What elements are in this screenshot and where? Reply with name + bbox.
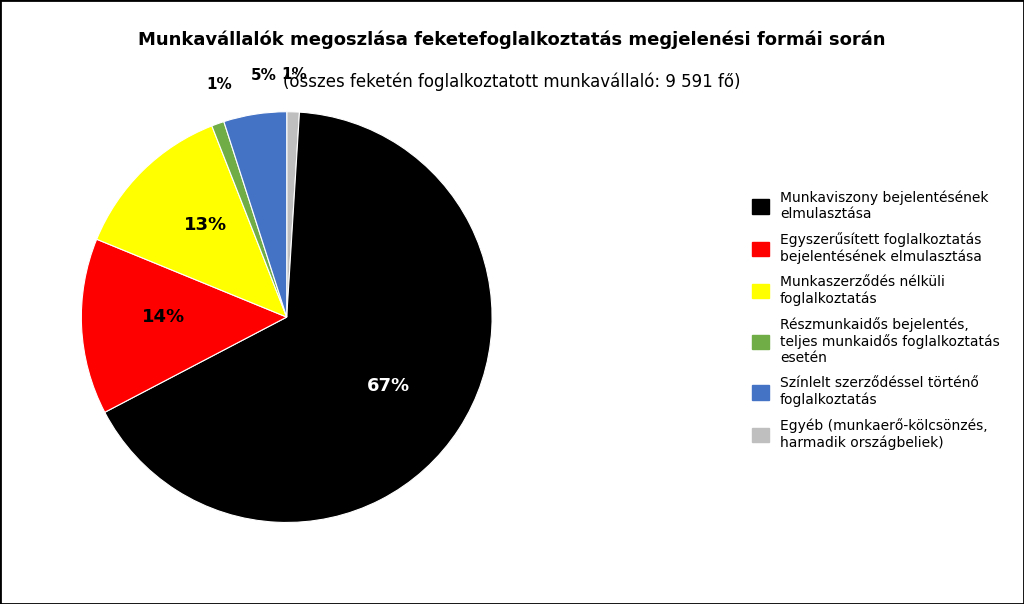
Text: 5%: 5%: [251, 68, 276, 83]
Text: 1%: 1%: [206, 77, 232, 92]
Wedge shape: [81, 239, 287, 413]
Wedge shape: [96, 126, 287, 317]
Wedge shape: [104, 112, 493, 522]
Text: 67%: 67%: [367, 378, 411, 396]
Wedge shape: [287, 112, 299, 317]
Text: (összes feketén foglalkoztatott munkavállaló: 9 591 fő): (összes feketén foglalkoztatott munkavál…: [284, 72, 740, 91]
Legend: Munkaviszony bejelentésének
elmulasztása, Egyszerűsített foglalkoztatás
bejelent: Munkaviszony bejelentésének elmulasztása…: [745, 184, 1007, 457]
Text: 14%: 14%: [142, 308, 185, 326]
Wedge shape: [224, 112, 287, 317]
Text: 13%: 13%: [183, 216, 226, 234]
Text: Munkavállalók megoszlása feketefoglalkoztatás megjelenési formái során: Munkavállalók megoszlása feketefoglalkoz…: [138, 30, 886, 49]
Wedge shape: [212, 121, 287, 317]
Text: 1%: 1%: [282, 68, 307, 82]
